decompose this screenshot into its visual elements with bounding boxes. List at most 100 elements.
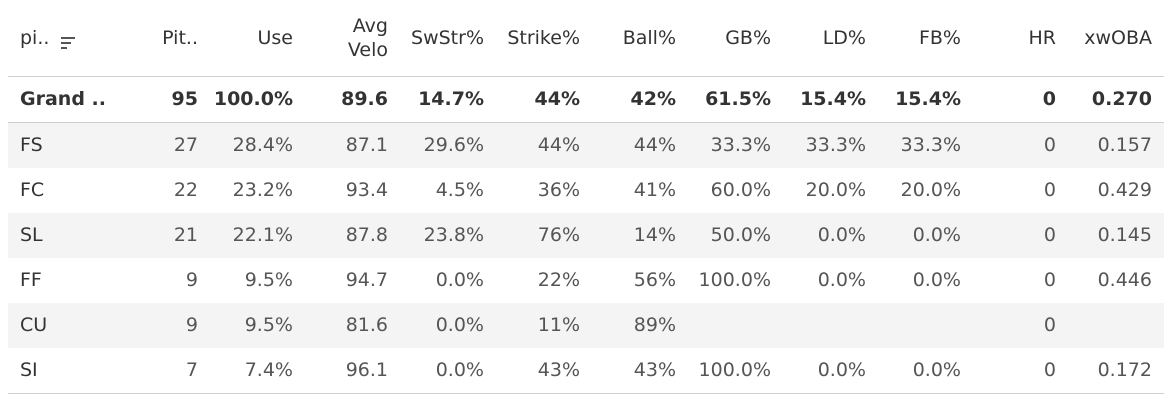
header-xwoba[interactable]: xwOBA [1056, 0, 1152, 76]
sort-descending-icon[interactable] [61, 32, 76, 49]
cell-hr: 0 [1043, 134, 1056, 156]
cell-xwoba: 0.145 [1097, 224, 1152, 246]
cell-gb [676, 303, 771, 348]
cell-pitch-type: CU [20, 314, 48, 336]
cell-swstr: 4.5% [435, 179, 484, 201]
cell-ball: 42% [630, 88, 676, 110]
header-gb[interactable]: GB% [676, 0, 771, 76]
header-avg-velo-line2: Velo [347, 39, 388, 61]
cell-use: 22.1% [232, 224, 293, 246]
cell-xwoba: 0.429 [1097, 179, 1152, 201]
cell-swstr: 0.0% [435, 269, 484, 291]
table-row[interactable]: FS 27 28.4% 87.1 29.6% 44% 44% 33.3% 33.… [8, 123, 1164, 168]
header-avg-velo[interactable]: Avg Velo [308, 0, 388, 76]
header-swstr[interactable]: SwStr% [388, 0, 484, 76]
cell-strike: 22% [537, 269, 580, 291]
cell-avg-velo: 81.6 [345, 314, 388, 336]
header-ball[interactable]: Ball% [580, 0, 676, 76]
header-hr[interactable]: HR [961, 0, 1057, 76]
cell-use: 23.2% [232, 179, 293, 201]
cell-xwoba: 0.270 [1091, 88, 1152, 110]
cell-swstr: 14.7% [418, 88, 484, 110]
header-pitch-type-label: pi.. [20, 27, 50, 49]
header-gb-label: GB% [725, 27, 771, 49]
table-row[interactable]: SI 7 7.4% 96.1 0.0% 43% 43% 100.0% 0.0% … [8, 348, 1164, 394]
header-strike-label: Strike% [507, 27, 580, 49]
cell-pitches: 7 [185, 359, 198, 381]
header-ld-label: LD% [822, 27, 866, 49]
pitch-stats-table: pi.. Pit.. Use Avg Velo SwStr% Strike% B… [8, 0, 1164, 394]
header-use-label: Use [257, 27, 294, 49]
table-row[interactable]: CU 9 9.5% 81.6 0.0% 11% 89% 0 [8, 303, 1164, 348]
header-ball-label: Ball% [622, 27, 676, 49]
cell-ball: 43% [633, 359, 676, 381]
cell-ld [771, 303, 866, 348]
cell-hr: 0 [1043, 179, 1056, 201]
cell-ld: 15.4% [800, 88, 866, 110]
cell-fb: 0.0% [912, 359, 961, 381]
cell-strike: 76% [537, 224, 580, 246]
cell-ld: 0.0% [817, 359, 866, 381]
cell-swstr: 29.6% [423, 134, 484, 156]
cell-hr: 0 [1042, 88, 1056, 110]
cell-ball: 44% [633, 134, 676, 156]
cell-xwoba [1056, 303, 1152, 348]
cell-swstr: 23.8% [423, 224, 484, 246]
cell-gb: 33.3% [710, 134, 771, 156]
cell-pitches: 95 [171, 88, 198, 110]
cell-swstr: 0.0% [435, 314, 484, 336]
cell-swstr: 0.0% [435, 359, 484, 381]
table-row[interactable]: FF 9 9.5% 94.7 0.0% 22% 56% 100.0% 0.0% … [8, 258, 1164, 303]
header-ld[interactable]: LD% [771, 0, 866, 76]
cell-fb: 0.0% [912, 269, 961, 291]
cell-ld: 0.0% [817, 224, 866, 246]
cell-xwoba: 0.172 [1097, 359, 1152, 381]
cell-avg-velo: 89.6 [341, 88, 388, 110]
cell-ld: 0.0% [817, 269, 866, 291]
cell-fb: 15.4% [895, 88, 961, 110]
cell-strike: 44% [537, 134, 580, 156]
cell-pitches: 21 [173, 224, 198, 246]
cell-use: 9.5% [244, 269, 293, 291]
cell-ball: 14% [633, 224, 676, 246]
cell-hr: 0 [1043, 314, 1056, 336]
cell-avg-velo: 93.4 [345, 179, 388, 201]
cell-pitches: 27 [173, 134, 198, 156]
cell-pitch-type: FS [20, 134, 43, 156]
cell-avg-velo: 96.1 [345, 359, 388, 381]
table-row[interactable]: SL 21 22.1% 87.8 23.8% 76% 14% 50.0% 0.0… [8, 213, 1164, 258]
cell-gb: 60.0% [710, 179, 771, 201]
header-pitches-label: Pit.. [162, 27, 198, 49]
cell-use: 28.4% [232, 134, 293, 156]
cell-xwoba: 0.157 [1097, 134, 1152, 156]
cell-use: 7.4% [244, 359, 293, 381]
header-pitch-type[interactable]: pi.. [20, 0, 130, 76]
cell-avg-velo: 87.8 [345, 224, 388, 246]
header-use[interactable]: Use [198, 0, 294, 76]
cell-fb: 20.0% [900, 179, 961, 201]
cell-gb: 50.0% [710, 224, 771, 246]
cell-fb [866, 303, 961, 348]
grand-total-row[interactable]: Grand .. 95 100.0% 89.6 14.7% 44% 42% 61… [8, 77, 1164, 123]
cell-gb: 100.0% [698, 359, 771, 381]
header-fb[interactable]: FB% [866, 0, 961, 76]
cell-strike: 43% [537, 359, 580, 381]
cell-pitches: 22 [173, 179, 198, 201]
cell-pitch-type: SI [20, 359, 38, 381]
cell-use: 100.0% [213, 88, 293, 110]
cell-ball: 89% [633, 314, 676, 336]
header-strike[interactable]: Strike% [484, 0, 580, 76]
cell-hr: 0 [1043, 359, 1056, 381]
cell-strike: 44% [534, 88, 580, 110]
header-pitches[interactable]: Pit.. [108, 0, 198, 76]
table-header: pi.. Pit.. Use Avg Velo SwStr% Strike% B… [8, 0, 1164, 77]
cell-hr: 0 [1043, 269, 1056, 291]
cell-ball: 41% [633, 179, 676, 201]
cell-gb: 61.5% [705, 88, 771, 110]
cell-xwoba: 0.446 [1097, 269, 1152, 291]
cell-fb: 0.0% [912, 224, 961, 246]
table-row[interactable]: FC 22 23.2% 93.4 4.5% 36% 41% 60.0% 20.0… [8, 168, 1164, 213]
cell-pitch-type: Grand .. [20, 88, 106, 110]
cell-hr: 0 [1043, 224, 1056, 246]
cell-strike: 11% [537, 314, 580, 336]
